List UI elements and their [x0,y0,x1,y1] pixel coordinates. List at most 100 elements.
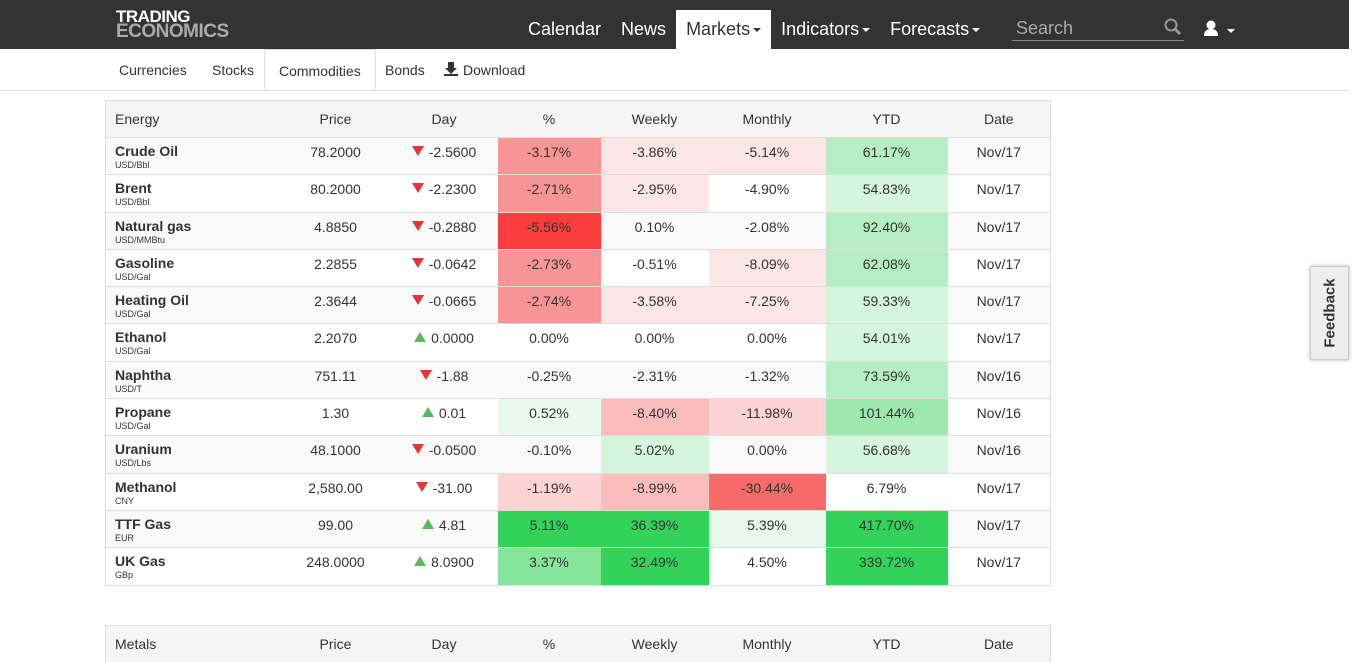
weekly-cell: -3.86% [601,138,709,175]
feedback-button[interactable]: Feedback [1310,266,1349,360]
price-cell: 78.2000 [281,138,391,175]
weekly-cell: 36.39% [601,510,709,547]
commodity-name[interactable]: Naphtha [115,367,281,383]
trend-arrow [412,444,424,454]
commodity-unit: USD/T [115,384,281,394]
day-change: -0.0642 [429,256,476,272]
tab[interactable]: Commodities [264,49,376,90]
day-change: 0.01 [439,405,466,421]
day-cell: -0.2880 [391,212,498,249]
ytd-cell: 417.70% [826,510,948,547]
price-cell: 80.2000 [281,175,391,212]
date-cell: Nov/17 [948,175,1051,212]
commodity-name[interactable]: Brent [115,180,281,196]
commodity-unit: USD/MMBtu [115,235,281,245]
nav-link[interactable]: Calendar [518,10,611,49]
day-change: 0.0000 [431,330,474,346]
commodity-name[interactable]: TTF Gas [115,516,281,532]
column-header: YTD [826,101,948,138]
commodity-name[interactable]: Propane [115,404,281,420]
price-cell: 1.30 [281,399,391,436]
price-cell: 751.11 [281,361,391,398]
user-menu[interactable] [1202,20,1236,38]
commodity-unit: USD/Bbl [115,160,281,170]
ytd-cell: 54.83% [826,175,948,212]
nav-link[interactable]: Markets [676,10,771,49]
search-icon[interactable] [1164,18,1182,36]
tab[interactable]: Stocks [212,49,254,90]
commodity-unit: USD/Gal [115,346,281,356]
commodity-name[interactable]: Uranium [115,441,281,457]
commodity-unit: USD/Gal [115,272,281,282]
tab[interactable]: Download [444,49,525,90]
commodity-unit: USD/Lbs [115,458,281,468]
monthly-cell: -11.98% [709,399,826,436]
nav-link[interactable]: News [611,10,676,49]
ytd-cell: 339.72% [826,548,948,585]
commodity-name[interactable]: Natural gas [115,218,281,234]
commodity-name[interactable]: UK Gas [115,553,281,569]
commodity-unit: USD/Gal [115,309,281,319]
pct-cell: 0.52% [498,399,601,436]
day-change: -2.5600 [429,144,476,160]
monthly-cell: -4.90% [709,175,826,212]
ytd-cell: 6.79% [826,473,948,510]
day-cell: -1.88 [391,361,498,398]
column-header: Day [391,101,498,138]
day-cell: -0.0665 [391,287,498,324]
monthly-cell: -30.44% [709,473,826,510]
day-cell: 0.01 [391,399,498,436]
column-header: % [498,626,601,662]
date-cell: Nov/17 [948,548,1051,585]
commodity-unit: CNY [115,496,281,506]
nav-link[interactable]: Forecasts [880,10,990,49]
price-cell: 2.2070 [281,324,391,361]
price-cell: 2,580.00 [281,473,391,510]
price-cell: 48.1000 [281,436,391,473]
search-placeholder: Search [1016,18,1073,38]
price-cell: 248.0000 [281,548,391,585]
weekly-cell: -8.40% [601,399,709,436]
weekly-cell: -0.51% [601,249,709,286]
commodity-name[interactable]: Crude Oil [115,143,281,159]
trend-arrow [412,146,424,156]
monthly-cell: 4.50% [709,548,826,585]
nav-link[interactable]: Indicators [771,10,880,49]
commodity-name[interactable]: Heating Oil [115,292,281,308]
weekly-cell: -2.95% [601,175,709,212]
pct-cell: 5.11% [498,510,601,547]
commodity-name[interactable]: Methanol [115,479,281,495]
commodity-name[interactable]: Ethanol [115,329,281,345]
pct-cell: -2.74% [498,287,601,324]
trend-arrow [422,519,434,529]
day-cell: -31.00 [391,473,498,510]
monthly-cell: 0.00% [709,436,826,473]
trend-arrow [420,370,432,380]
pct-cell: -2.71% [498,175,601,212]
tab[interactable]: Bonds [385,49,425,90]
pct-cell: -2.73% [498,249,601,286]
tab[interactable]: Currencies [119,49,187,90]
search-input[interactable]: Search [1012,15,1184,41]
date-cell: Nov/16 [948,436,1051,473]
day-cell: 8.0900 [391,548,498,585]
column-header: Energy [106,101,281,138]
commodity-name[interactable]: Gasoline [115,255,281,271]
date-cell: Nov/17 [948,249,1051,286]
trend-arrow [414,556,426,566]
day-cell: -2.5600 [391,138,498,175]
column-header: Monthly [709,101,826,138]
